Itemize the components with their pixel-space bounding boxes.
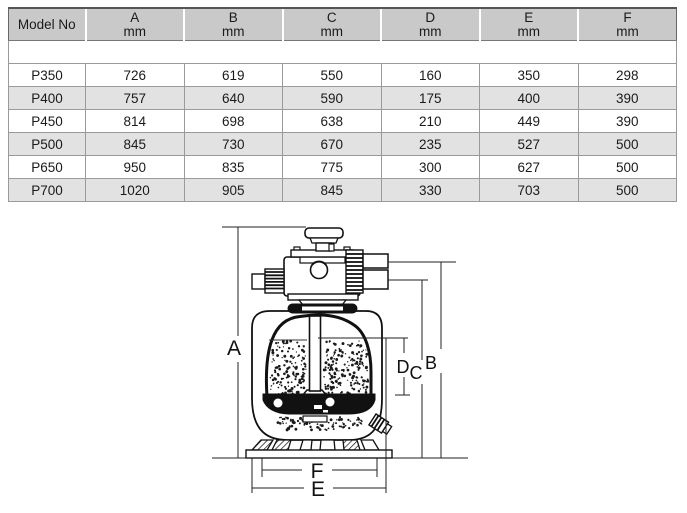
value-cell: 775 — [282, 155, 382, 179]
value-cell: 390 — [577, 86, 677, 110]
model-cell: P450 — [8, 109, 86, 133]
dimension-labels: A B C D F E — [227, 337, 437, 501]
column-unit: mm — [320, 23, 344, 39]
value-cell: 210 — [380, 109, 480, 133]
value-cell: 670 — [282, 132, 382, 156]
value-cell: 500 — [577, 132, 677, 156]
value-cell: 814 — [85, 109, 185, 133]
value-cell: 835 — [183, 155, 283, 179]
value-cell: 400 — [479, 86, 579, 110]
column-unit: mm — [419, 23, 442, 39]
column-label: C — [326, 9, 337, 25]
table-row: P650 950 835 775 300 627 500 — [8, 155, 677, 179]
model-cell: P350 — [8, 63, 86, 87]
value-cell: 619 — [183, 63, 283, 87]
dim-label-a: A — [227, 337, 241, 360]
value-cell: 500 — [577, 155, 677, 179]
value-cell: 1020 — [85, 178, 185, 202]
value-cell: 640 — [183, 86, 283, 110]
value-cell: 500 — [577, 178, 677, 202]
column-label: E — [524, 9, 534, 25]
header-gap — [8, 40, 677, 64]
drain-fitting — [367, 413, 393, 436]
value-cell: 527 — [479, 132, 579, 156]
lateral-band — [262, 393, 376, 415]
dim-label-b: B — [425, 353, 437, 373]
table-row: P700 1020 905 845 330 703 500 — [8, 178, 677, 202]
model-cell: P700 — [8, 178, 86, 202]
column-unit: mm — [123, 23, 147, 39]
value-cell: 160 — [380, 63, 480, 87]
filter-stand — [245, 439, 393, 459]
dim-label-d: D — [397, 357, 410, 377]
table-row: P400 757 640 590 175 400 390 — [8, 86, 677, 110]
column-unit: mm — [616, 23, 639, 39]
media-dome — [264, 313, 373, 398]
valve-handle — [304, 227, 344, 252]
value-cell: 726 — [85, 63, 185, 87]
column-label: B — [228, 9, 238, 25]
value-cell: 703 — [479, 178, 579, 202]
table-row: P500 845 730 670 235 527 500 — [8, 132, 677, 156]
sand-fill — [269, 339, 370, 396]
value-cell: 550 — [282, 63, 382, 87]
dim-label-c: C — [410, 363, 423, 383]
value-cell: 638 — [282, 109, 382, 133]
value-cell: 757 — [85, 86, 185, 110]
model-cell: P500 — [8, 132, 86, 156]
filter-dimension-diagram: A B C D F E — [0, 195, 687, 508]
dimension-lines — [212, 226, 468, 493]
multiport-valve — [251, 227, 389, 314]
column-label: A — [130, 9, 140, 25]
value-cell: 730 — [183, 132, 283, 156]
valve-right-port — [345, 249, 389, 294]
value-cell: 590 — [282, 86, 382, 110]
column-unit: mm — [222, 23, 245, 39]
value-cell: 330 — [380, 178, 480, 202]
value-cell: 698 — [183, 109, 283, 133]
value-cell: 350 — [479, 63, 579, 87]
column-label: F — [623, 9, 632, 25]
model-cell: P400 — [8, 86, 86, 110]
value-cell: 390 — [577, 109, 677, 133]
column-label: D — [425, 9, 436, 25]
value-cell: 845 — [282, 178, 382, 202]
table-row: P350 726 619 550 160 350 298 — [8, 63, 677, 87]
value-cell: 449 — [479, 109, 579, 133]
value-cell: 235 — [380, 132, 480, 156]
column-header: Model No — [8, 7, 86, 41]
value-cell: 300 — [380, 155, 480, 179]
drain-manifold — [302, 415, 328, 423]
value-cell: 845 — [85, 132, 185, 156]
value-cell: 175 — [380, 86, 480, 110]
dim-label-e: E — [311, 478, 325, 501]
column-unit: mm — [517, 23, 541, 39]
column-label: Model No — [17, 16, 76, 32]
valve-left-port — [251, 268, 285, 294]
value-cell: 950 — [85, 155, 185, 179]
sand-filter-drawing: A B C D F E — [212, 226, 468, 501]
table-row: P450 814 698 638 210 449 390 — [8, 109, 677, 133]
value-cell: 298 — [577, 63, 677, 87]
value-cell: 627 — [479, 155, 579, 179]
dim-label-f: F — [311, 460, 324, 483]
model-cell: P650 — [8, 155, 86, 179]
